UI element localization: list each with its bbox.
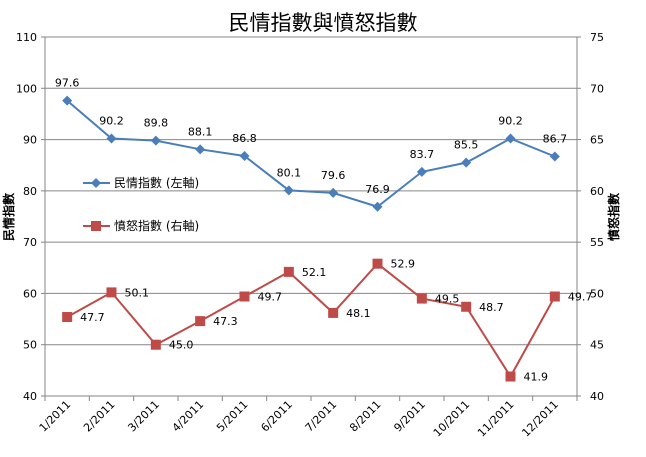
x-tick-label: 11/2011 — [475, 398, 517, 440]
y-tick-right-label: 70 — [590, 82, 604, 95]
data-label: 41.9 — [524, 371, 549, 384]
data-label: 86.7 — [543, 132, 568, 145]
axes: 40 50 60 70 80 90 100 110 40 45 50 55 60 65 70 75 1/2011… — [16, 31, 604, 439]
gridlines — [45, 36, 577, 397]
series-point-square — [372, 258, 383, 269]
y-tick-right-label: 65 — [590, 134, 604, 147]
data-labels: 97.6 90.2 89.8 88.1 86.8 80.1 79.6 76.9 83.7 85.5… — [55, 77, 592, 384]
data-label: 90.2 — [99, 115, 124, 128]
series-point-square — [150, 339, 161, 350]
series-point-diamond — [239, 150, 250, 161]
y-tick-left-label: 70 — [23, 236, 37, 249]
legend-marker-square — [91, 221, 101, 231]
series-point-diamond — [106, 133, 117, 144]
y-tick-right-label: 55 — [590, 236, 604, 249]
y-tick-left-label: 100 — [16, 82, 37, 95]
x-tick-label: 6/2011 — [258, 398, 295, 435]
data-label: 83.7 — [410, 148, 435, 161]
x-tick-label: 8/2011 — [347, 398, 384, 435]
x-tick-label: 12/2011 — [519, 398, 561, 440]
series-point-diamond — [150, 135, 161, 146]
legend: 民情指數 (左軸) 憤怒指數 (右軸) — [83, 175, 199, 233]
data-label: 89.8 — [144, 117, 169, 130]
series-point-diamond — [328, 187, 339, 198]
data-label: 49.5 — [435, 293, 460, 306]
y-axis-right-label: 憤怒指數 — [606, 193, 621, 241]
series-point-diamond — [195, 144, 206, 155]
series-point-square — [62, 312, 73, 323]
data-label: 86.8 — [232, 132, 257, 145]
data-label: 45.0 — [169, 339, 194, 352]
legend-marker-diamond — [91, 178, 101, 188]
data-label: 88.1 — [188, 125, 213, 138]
chart-title: 民情指數與憤怒指數 — [229, 11, 418, 35]
series-point-square — [505, 371, 516, 382]
y-tick-right-label: 50 — [590, 287, 604, 300]
series-line-1 — [66, 262, 556, 379]
data-label: 90.2 — [498, 115, 523, 128]
series-point-diamond — [461, 157, 472, 168]
x-tick-label: 5/2011 — [214, 398, 251, 435]
y-tick-right-label: 40 — [590, 390, 604, 403]
y-tick-left-label: 40 — [23, 390, 37, 403]
x-tick-label: 10/2011 — [431, 398, 473, 440]
data-label: 85.5 — [454, 139, 479, 152]
y-tick-right-label: 45 — [590, 339, 604, 352]
series-point-diamond — [505, 133, 516, 144]
series-point-square — [283, 266, 294, 277]
data-label: 52.9 — [391, 258, 416, 271]
x-tick-label: 7/2011 — [303, 398, 340, 435]
data-label: 97.6 — [55, 77, 80, 90]
series-point-diamond — [62, 95, 73, 106]
series-point-square — [549, 291, 560, 302]
data-label: 47.3 — [213, 315, 238, 328]
series-point-square — [106, 287, 117, 298]
legend-label: 民情指數 (左軸) — [114, 175, 199, 190]
y-tick-right-label: 75 — [590, 31, 604, 44]
legend-label: 憤怒指數 (右軸) — [114, 218, 199, 233]
x-tick-label: 2/2011 — [81, 398, 118, 435]
series-layer — [62, 95, 560, 382]
series-point-diamond — [549, 151, 560, 162]
data-label: 48.7 — [479, 301, 504, 314]
series-line-0 — [66, 99, 556, 208]
data-label: 48.1 — [346, 307, 371, 320]
data-label: 47.7 — [80, 311, 105, 324]
series-point-diamond — [372, 201, 383, 212]
data-label: 49.7 — [568, 291, 593, 304]
series-point-square — [195, 316, 206, 327]
data-label: 79.6 — [321, 169, 346, 182]
series-point-diamond — [416, 166, 427, 177]
y-tick-left-label: 60 — [23, 287, 37, 300]
x-tick-label: 4/2011 — [170, 398, 207, 435]
y-tick-left-label: 80 — [23, 185, 37, 198]
y-tick-left-label: 50 — [23, 339, 37, 352]
y-tick-left-label: 90 — [23, 134, 37, 147]
x-tick-label: 3/2011 — [125, 398, 162, 435]
series-point-square — [328, 307, 339, 318]
series-point-square — [461, 301, 472, 312]
series-point-square — [416, 293, 427, 304]
y-axis-left-label: 民情指數 — [1, 193, 16, 241]
data-label: 49.7 — [258, 291, 283, 304]
data-label: 52.1 — [302, 266, 327, 279]
x-tick-label: 9/2011 — [391, 398, 428, 435]
x-tick-label: 1/2011 — [37, 398, 74, 435]
series-point-square — [239, 291, 250, 302]
data-label: 50.1 — [125, 286, 150, 299]
y-tick-right-label: 60 — [590, 185, 604, 198]
data-label: 76.9 — [365, 183, 390, 196]
data-label: 80.1 — [277, 166, 302, 179]
y-tick-left-label: 110 — [16, 31, 37, 44]
series-point-diamond — [283, 185, 294, 196]
